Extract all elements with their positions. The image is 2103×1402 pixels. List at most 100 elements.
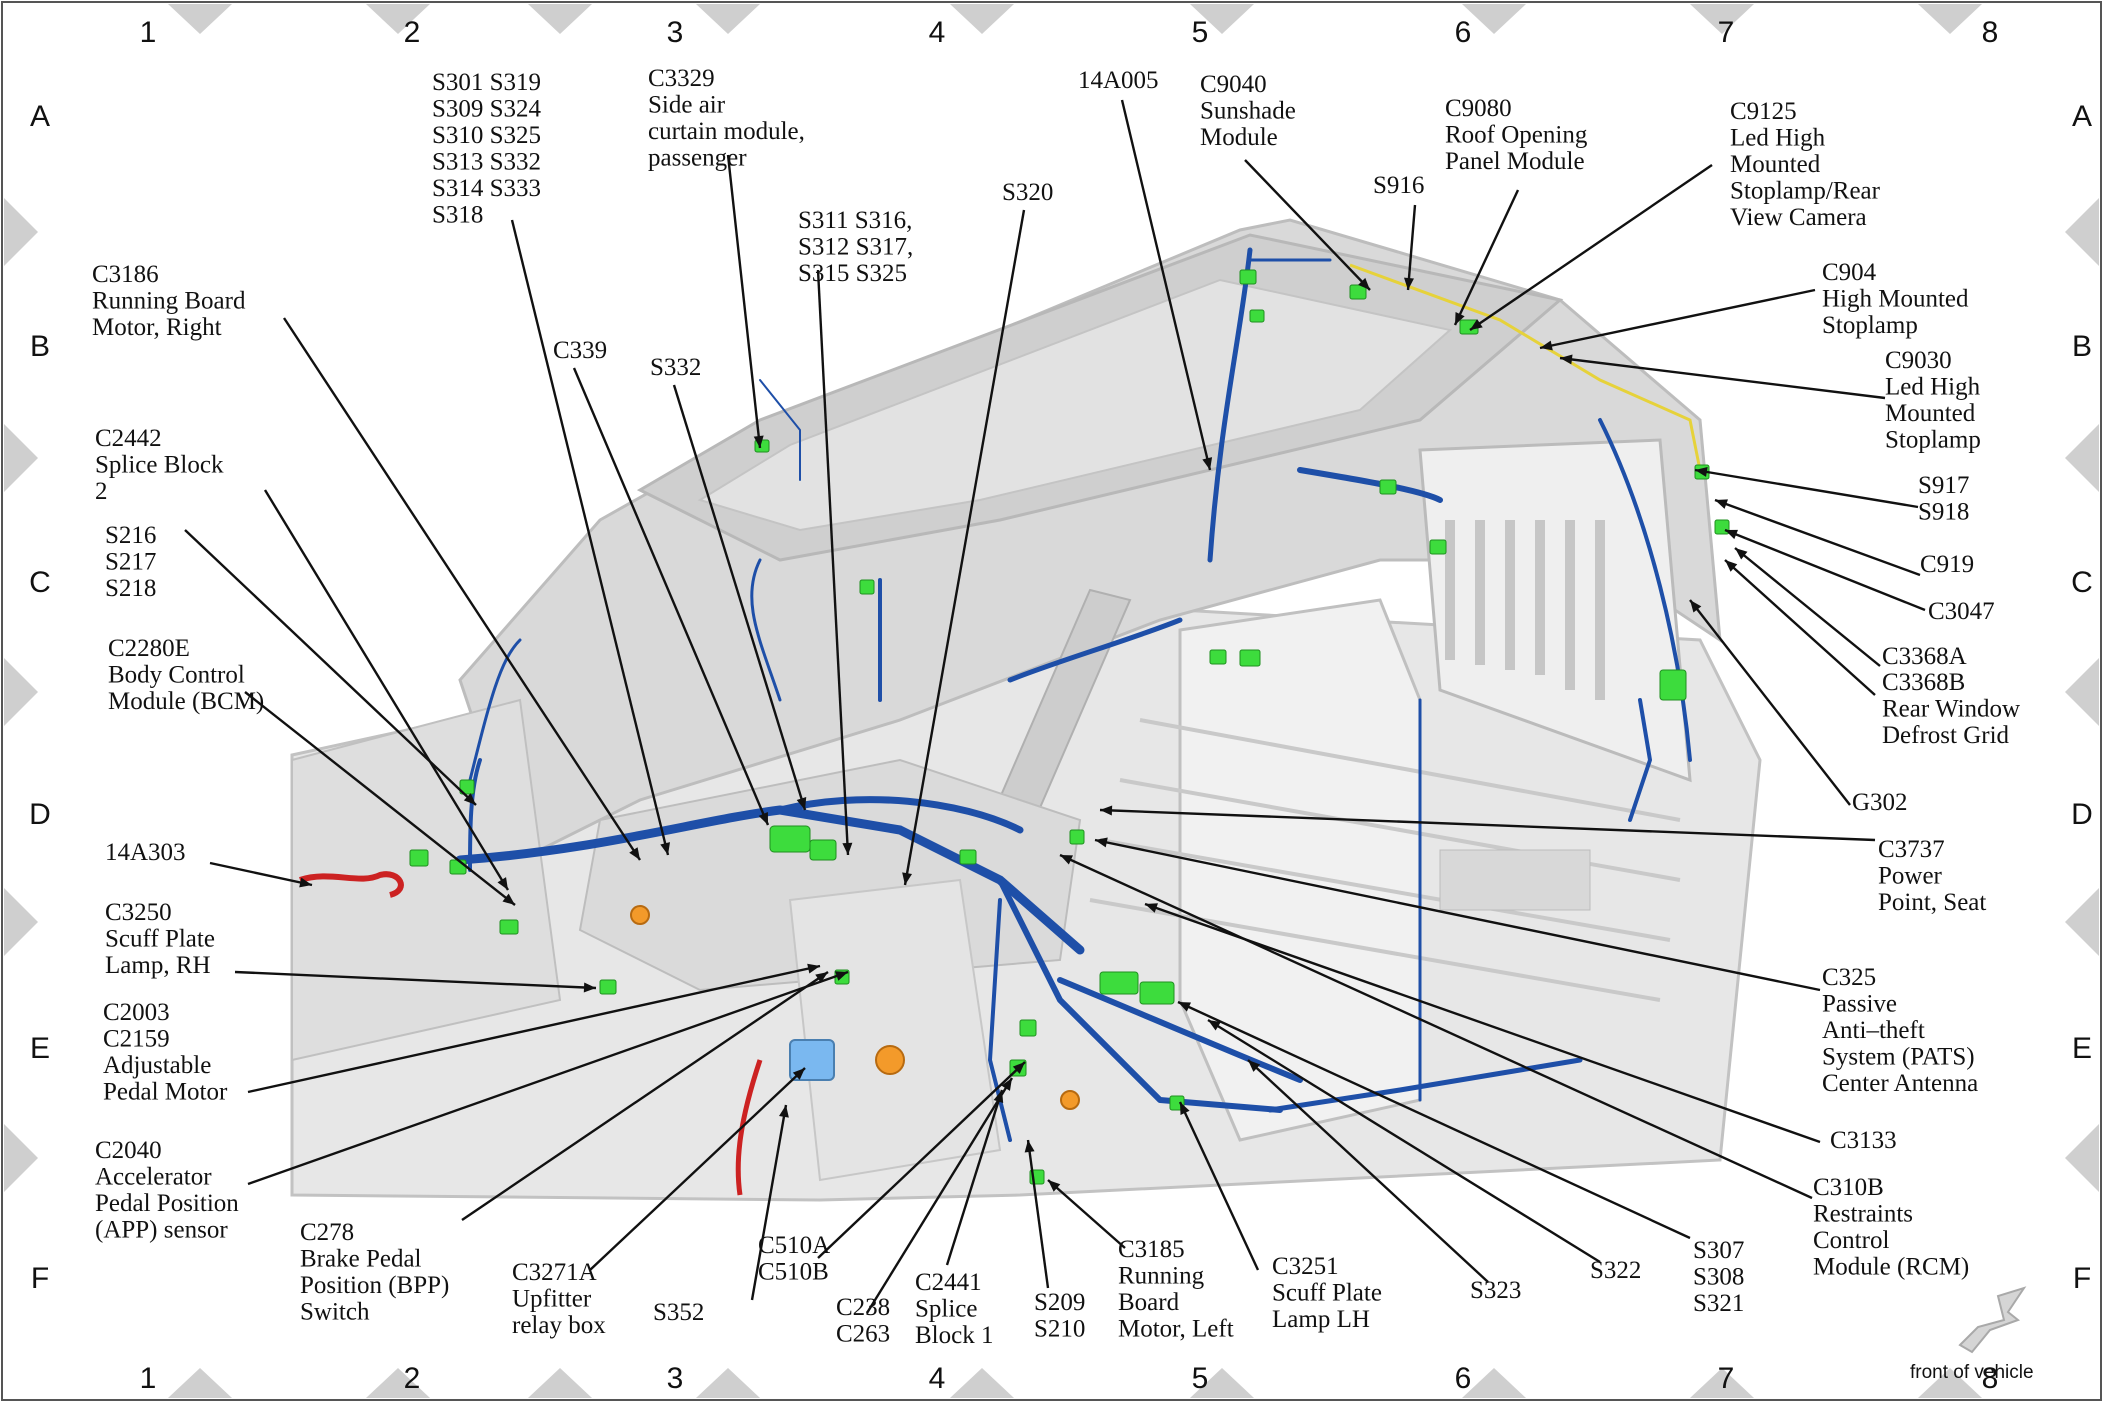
- callout-c2040-line: C2040: [95, 1137, 162, 1164]
- callout-s307-line: S308: [1693, 1264, 1744, 1291]
- callout-c310b-line: Control: [1813, 1227, 1889, 1254]
- leader-line: [1453, 189, 1520, 326]
- callout-s323: S323: [1470, 1277, 1521, 1304]
- callout-c9030-line: C9030: [1885, 347, 1952, 374]
- callout-c3250-line: Lamp, RH: [105, 952, 211, 979]
- callout-c3737-line: C3737: [1878, 836, 1945, 863]
- grid-column-5-top: 5: [1192, 16, 1209, 49]
- direction-arrow-icon: [1958, 1286, 2027, 1354]
- leader-line: [589, 1067, 806, 1271]
- grid-column-7-top: 7: [1718, 16, 1735, 49]
- leader-line: [1724, 528, 1926, 612]
- callout-c919-line: C919: [1920, 551, 1974, 578]
- leader-line: [726, 154, 762, 449]
- callout-c3186-line: Running Board: [92, 288, 246, 315]
- callout-c310b-line: C310B: [1813, 1174, 1884, 1201]
- callout-c3185-line: Motor, Left: [1118, 1316, 1234, 1343]
- arrowhead-icon: [1180, 1102, 1190, 1115]
- callout-c238-line: C238: [836, 1294, 890, 1321]
- callout-c3329-line: Side air: [648, 92, 726, 119]
- leader-line: [209, 861, 313, 887]
- leader-line: [817, 1061, 1026, 1259]
- arrowhead-icon: [629, 847, 640, 860]
- callout-c9125-line: C9125: [1730, 98, 1797, 125]
- leader-line: [1244, 159, 1371, 291]
- callout-c9040-line: Module: [1200, 124, 1278, 151]
- callout-c278-line: C278: [300, 1219, 354, 1246]
- callout-c339: C339: [553, 337, 607, 364]
- callout-s301-line: S301 S319: [432, 69, 541, 96]
- callout-s320-line: S320: [1002, 179, 1053, 206]
- arrowhead-icon: [1208, 1020, 1221, 1031]
- leader-line: [1026, 1139, 1050, 1289]
- leader-line: [461, 971, 829, 1221]
- callout-c9125-line: Led High: [1730, 125, 1826, 152]
- leader-line: [1144, 902, 1821, 1144]
- arrowhead-icon: [1358, 277, 1370, 290]
- grid-row-D-right: D: [2071, 798, 2093, 831]
- grid-column-1-top: 1: [140, 16, 157, 49]
- callout-s917-line: S918: [1918, 499, 1969, 526]
- arrowhead-icon: [753, 435, 764, 448]
- callout-14a303-line: 14A303: [105, 839, 186, 866]
- callout-g302: G302: [1852, 789, 1908, 816]
- grid-row-A-left: A: [30, 100, 50, 133]
- callout-c3185-line: C3185: [1118, 1236, 1185, 1263]
- grid-column-1-bottom: 1: [140, 1362, 157, 1395]
- arrowhead-icon: [1060, 855, 1073, 865]
- callout-c238-line: C263: [836, 1321, 890, 1348]
- leader-line: [1099, 808, 1876, 842]
- callout-s209-line: S210: [1034, 1316, 1085, 1343]
- arrowhead-icon: [583, 982, 596, 993]
- callout-s209-line: S209: [1034, 1289, 1085, 1316]
- leader-line: [1734, 547, 1881, 667]
- callout-c2442-line: Splice Block: [95, 452, 224, 479]
- arrowhead-icon: [1001, 1078, 1012, 1091]
- callout-c2280e-line: Body Control: [108, 662, 245, 689]
- callout-c3737-line: Point, Seat: [1878, 889, 1986, 916]
- arrowhead-icon: [842, 842, 853, 855]
- callout-c3368a: C3368A: [1882, 643, 1967, 670]
- callout-c3185-line: Running: [1118, 1263, 1205, 1290]
- callout-c3186-line: C3186: [92, 261, 159, 288]
- callout-c9030-line: Mounted: [1885, 400, 1976, 427]
- callout-s311-line: S312 S317,: [798, 234, 913, 261]
- arrowhead-icon: [463, 793, 476, 805]
- grid-column-7-bottom: 7: [1718, 1362, 1735, 1395]
- accent-parts: [299, 871, 1080, 1196]
- callout-s301-line: S314 S333: [432, 175, 541, 202]
- callout-c3368a-line: C3368A: [1882, 643, 1967, 670]
- grid-row-E-left: E: [30, 1032, 50, 1065]
- callout-s307-line: S321: [1693, 1290, 1744, 1317]
- callout-c325-line: C325: [1822, 964, 1876, 991]
- callout-s332-line: S332: [650, 354, 701, 381]
- callout-s216-line: S217: [105, 549, 156, 576]
- grid-column-4-bottom: 4: [929, 1362, 946, 1395]
- callout-c2003-line: Adjustable: [103, 1052, 211, 1079]
- grid-column-6-top: 6: [1455, 16, 1472, 49]
- callout-c339-line: C339: [553, 337, 607, 364]
- callout-s352: S352: [653, 1299, 704, 1326]
- callout-c2280e-line: C2280E: [108, 635, 190, 662]
- grid-column-3-top: 3: [667, 16, 684, 49]
- callout-14a303: 14A303: [105, 839, 186, 866]
- callout-c325-line: Passive: [1822, 991, 1897, 1018]
- callout-s301-line: S310 S325: [432, 122, 541, 149]
- callout-c3368b-line: Defrost Grid: [1882, 722, 2010, 749]
- leader-line: [1177, 1000, 1691, 1240]
- callout-c904-line: C904: [1822, 259, 1877, 286]
- callout-c325-line: Anti–theft: [1822, 1017, 1925, 1044]
- arrowhead-icon: [1560, 354, 1573, 365]
